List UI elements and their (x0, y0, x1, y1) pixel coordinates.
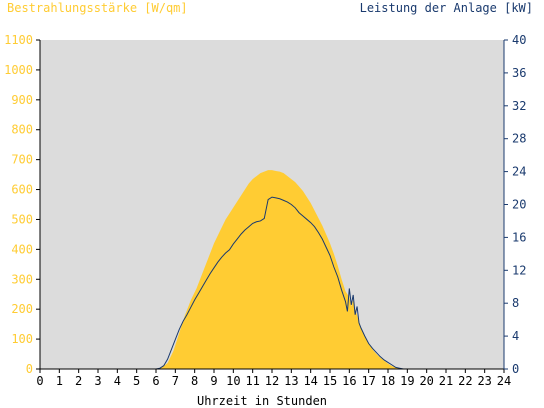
y-right-tick-label: 12 (512, 263, 526, 277)
y-left-tick-label: 400 (11, 242, 33, 256)
y-right-tick-label: 0 (512, 362, 519, 376)
x-tick-label: 20 (419, 374, 433, 388)
irradiance-area (40, 170, 504, 369)
x-tick-label: 11 (245, 374, 259, 388)
y-left-tick-label: 1100 (4, 33, 33, 47)
x-tick-label: 24 (497, 374, 511, 388)
x-tick-label: 14 (303, 374, 317, 388)
x-tick-label: 2 (75, 374, 82, 388)
x-tick-label: 13 (284, 374, 298, 388)
y-left-tick-label: 900 (11, 93, 33, 107)
y-left-tick-label: 100 (11, 332, 33, 346)
x-tick-label: 23 (477, 374, 491, 388)
x-tick-label: 12 (265, 374, 279, 388)
x-tick-label: 22 (458, 374, 472, 388)
y-right-tick-label: 24 (512, 165, 526, 179)
x-tick-label: 17 (361, 374, 375, 388)
x-tick-label: 9 (210, 374, 217, 388)
x-tick-label: 0 (36, 374, 43, 388)
left-axis-title: Bestrahlungsstärke [W/qm] (7, 1, 188, 15)
x-tick-label: 8 (191, 374, 198, 388)
y-left-tick-label: 0 (26, 362, 33, 376)
x-tick-label: 21 (439, 374, 453, 388)
x-axis-title: Uhrzeit in Stunden (197, 394, 327, 408)
y-right-tick-label: 36 (512, 66, 526, 80)
x-tick-label: 5 (133, 374, 140, 388)
y-right-tick-label: 32 (512, 99, 526, 113)
x-tick-label: 18 (381, 374, 395, 388)
y-left-tick-label: 600 (11, 183, 33, 197)
y-left-tick-label: 700 (11, 153, 33, 167)
y-left-tick-label: 500 (11, 212, 33, 226)
right-axis-title: Leistung der Anlage [kW] (360, 1, 533, 15)
x-tick-label: 19 (400, 374, 414, 388)
y-left-tick-label: 800 (11, 123, 33, 137)
x-tick-label: 6 (152, 374, 159, 388)
x-tick-label: 15 (323, 374, 337, 388)
y-right-tick-label: 20 (512, 198, 526, 212)
y-right-tick-label: 28 (512, 132, 526, 146)
power-line (40, 196, 504, 370)
x-tick-label: 4 (114, 374, 121, 388)
y-right-tick-label: 8 (512, 296, 519, 310)
y-left-tick-label: 200 (11, 302, 33, 316)
y-left-tick-label: 300 (11, 272, 33, 286)
x-tick-label: 1 (56, 374, 63, 388)
x-tick-label: 3 (94, 374, 101, 388)
y-left-tick-label: 1000 (4, 63, 33, 77)
x-tick-label: 16 (342, 374, 356, 388)
y-right-tick-label: 40 (512, 33, 526, 47)
x-tick-label: 10 (226, 374, 240, 388)
y-right-tick-label: 16 (512, 230, 526, 244)
x-tick-label: 7 (172, 374, 179, 388)
y-right-tick-label: 4 (512, 329, 519, 343)
